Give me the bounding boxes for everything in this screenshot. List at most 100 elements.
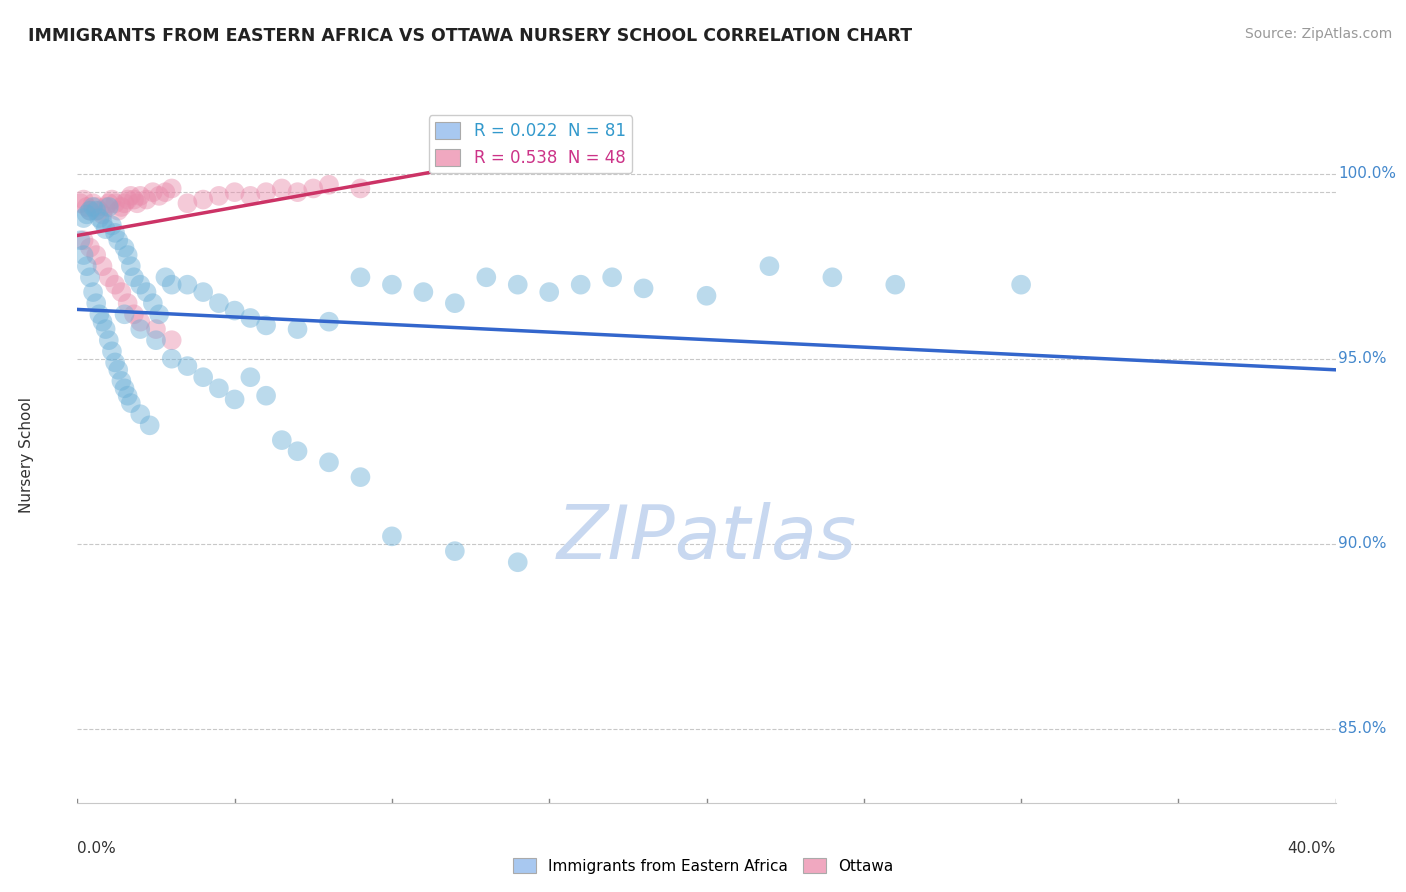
Point [117, 248, 139, 262]
Point [114, 196, 136, 211]
Point [287, 185, 309, 199]
Point [129, 277, 152, 292]
Point [270, 181, 292, 195]
Point [538, 285, 561, 299]
Point [82, 196, 104, 211]
Point [381, 529, 404, 543]
Point [155, 185, 177, 199]
Point [104, 355, 127, 369]
Point [120, 259, 142, 273]
Point [97, 270, 120, 285]
Point [349, 181, 371, 195]
Point [97, 196, 120, 211]
Text: 95.0%: 95.0% [1339, 351, 1386, 367]
Point [270, 433, 292, 447]
Point [107, 363, 129, 377]
Point [72, 211, 94, 225]
Point [122, 193, 145, 207]
Point [176, 277, 198, 292]
Point [84, 200, 107, 214]
Point [224, 303, 246, 318]
Point [160, 277, 183, 292]
Point [97, 200, 120, 214]
Point [160, 333, 183, 347]
Legend: R = 0.022  N = 81, R = 0.538  N = 48: R = 0.022 N = 81, R = 0.538 N = 48 [429, 115, 633, 173]
Point [287, 322, 309, 336]
Point [72, 248, 94, 262]
Point [600, 270, 623, 285]
Point [101, 193, 124, 207]
Point [94, 222, 117, 236]
Point [191, 285, 215, 299]
Point [91, 207, 114, 221]
Point [104, 277, 127, 292]
Text: IMMIGRANTS FROM EASTERN AFRICA VS OTTAWA NURSERY SCHOOL CORRELATION CHART: IMMIGRANTS FROM EASTERN AFRICA VS OTTAWA… [28, 27, 912, 45]
Text: 85.0%: 85.0% [1339, 722, 1386, 736]
Point [114, 307, 136, 321]
Point [224, 392, 246, 407]
Point [117, 193, 139, 207]
Point [104, 196, 127, 211]
Point [91, 259, 114, 273]
Point [79, 203, 101, 218]
Point [69, 196, 91, 211]
Point [349, 270, 371, 285]
Point [89, 203, 111, 218]
Point [117, 296, 139, 310]
Point [208, 381, 231, 395]
Point [444, 296, 467, 310]
Point [107, 203, 129, 218]
Point [475, 270, 498, 285]
Point [101, 219, 124, 233]
Point [122, 307, 145, 321]
Point [506, 277, 529, 292]
Point [142, 185, 165, 199]
Point [104, 226, 127, 240]
Point [254, 318, 277, 333]
Point [120, 396, 142, 410]
Point [84, 248, 107, 262]
Point [138, 418, 160, 433]
Point [79, 203, 101, 218]
Point [239, 370, 262, 384]
Point [129, 407, 152, 421]
Point [129, 315, 152, 329]
Point [142, 296, 165, 310]
Point [135, 193, 157, 207]
Point [318, 315, 340, 329]
Point [224, 185, 246, 199]
Point [160, 181, 183, 195]
Point [758, 259, 780, 273]
Point [254, 389, 277, 403]
Point [239, 189, 262, 203]
Point [84, 296, 107, 310]
Point [101, 344, 124, 359]
Point [129, 322, 152, 336]
Point [148, 189, 170, 203]
Point [94, 200, 117, 214]
Point [155, 270, 177, 285]
Point [114, 241, 136, 255]
Point [114, 381, 136, 395]
Point [191, 193, 215, 207]
Point [76, 200, 98, 214]
Point [1010, 277, 1032, 292]
Point [110, 200, 132, 214]
Point [79, 241, 101, 255]
Point [569, 277, 592, 292]
Point [145, 322, 167, 336]
Point [120, 189, 142, 203]
Point [176, 359, 198, 373]
Point [69, 233, 91, 247]
Point [318, 455, 340, 469]
Point [696, 289, 718, 303]
Point [76, 207, 98, 221]
Point [122, 270, 145, 285]
Point [84, 203, 107, 218]
Point [91, 215, 114, 229]
Point [89, 211, 111, 225]
Text: 100.0%: 100.0% [1339, 166, 1396, 181]
Point [94, 322, 117, 336]
Point [208, 189, 231, 203]
Point [82, 285, 104, 299]
